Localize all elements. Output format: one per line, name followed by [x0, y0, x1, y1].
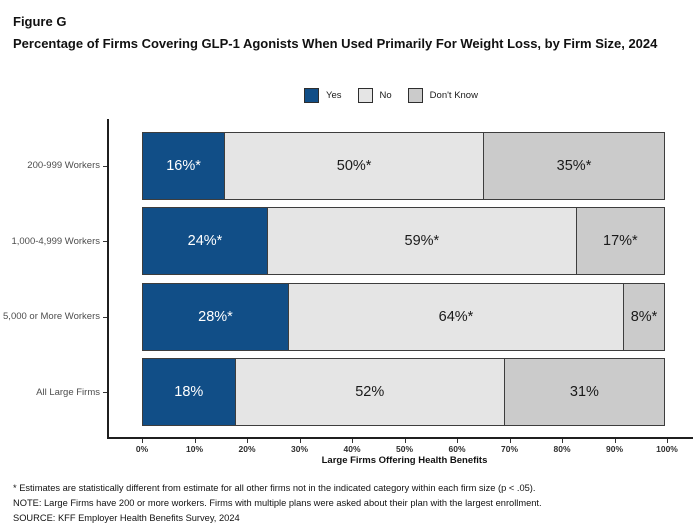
y-axis-tick — [103, 241, 107, 243]
category-label: 5,000 or More Workers — [3, 311, 100, 322]
x-axis-tick — [142, 438, 144, 443]
bar-segment-yes: 18% — [142, 358, 236, 426]
x-tick-label: 90% — [605, 444, 623, 454]
category-label: 1,000-4,999 Workers — [11, 235, 100, 247]
legend-item-0: Yes — [304, 87, 342, 103]
legend-swatch-icon — [304, 87, 320, 103]
x-tick-label: 30% — [290, 444, 308, 454]
bar-row: 24%* 59%* 17%* — [142, 207, 667, 275]
bar-row: 18% 52% 31% — [142, 358, 667, 426]
bar-segment-don-t-know: 35%* — [483, 131, 665, 200]
bar-segment-don-t-know: 31% — [503, 358, 665, 426]
bar-segment-no: 59%* — [267, 207, 577, 275]
bar-segment-no: 52% — [234, 358, 505, 426]
y-axis-line — [107, 119, 109, 437]
legend-label: Don't Know — [429, 89, 478, 101]
y-axis-tick — [103, 316, 107, 318]
legend-swatch-icon — [407, 87, 423, 103]
chart-title: Percentage of Firms Covering GLP-1 Agoni… — [13, 36, 658, 51]
x-tick-label: 0% — [135, 444, 149, 454]
x-tick-label: 50% — [395, 444, 413, 454]
footnote-asterisk: * Estimates are statistically different … — [13, 483, 536, 493]
x-tick-label: 60% — [448, 444, 466, 454]
x-tick-label: 70% — [500, 444, 518, 454]
legend-label: No — [379, 89, 392, 101]
x-axis-tick — [299, 438, 301, 443]
bar-row: 16%* 50%* 35%* — [142, 131, 667, 200]
x-axis-tick — [457, 438, 459, 443]
legend: Yes No Don't Know — [108, 86, 674, 104]
x-tick-label: 10% — [185, 444, 203, 454]
footnote-note: NOTE: Large Firms have 200 or more worke… — [13, 498, 542, 508]
bar-row: 28%* 64%* 8%* — [142, 282, 667, 351]
x-axis-tick — [509, 438, 511, 443]
x-tick-label: 20% — [238, 444, 256, 454]
legend-swatch-icon — [357, 87, 373, 103]
y-axis-tick — [103, 392, 107, 394]
bar-segment-no: 50%* — [224, 131, 485, 200]
bar-segment-no: 64%* — [288, 282, 624, 351]
bar-segment-yes: 16%* — [142, 131, 226, 200]
legend-item-2: Don't Know — [407, 87, 478, 103]
legend-label: Yes — [326, 89, 342, 101]
x-axis-tick — [194, 438, 196, 443]
figure-label: Figure G — [13, 14, 67, 29]
bar-segment-yes: 24%* — [142, 207, 268, 275]
x-axis-tick — [352, 438, 354, 443]
bar-segment-don-t-know: 8%* — [623, 282, 665, 351]
bar-segment-yes: 28%* — [142, 282, 289, 351]
category-label: 200-999 Workers — [27, 160, 100, 171]
x-tick-label: 40% — [343, 444, 361, 454]
x-axis-title: Large Firms Offering Health Benefits — [321, 455, 488, 466]
x-tick-label: 100% — [656, 444, 678, 454]
x-axis-tick — [404, 438, 406, 443]
bar-segment-don-t-know: 17%* — [575, 207, 665, 275]
legend-item-1: No — [357, 87, 392, 103]
footnote-source: SOURCE: KFF Employer Health Benefits Sur… — [13, 513, 240, 523]
x-tick-label: 80% — [553, 444, 571, 454]
category-label: All Large Firms — [36, 386, 100, 398]
x-axis-line — [107, 437, 693, 439]
x-axis-tick — [562, 438, 564, 443]
x-axis-tick — [247, 438, 249, 443]
y-axis-tick — [103, 165, 107, 167]
x-axis-tick — [667, 438, 669, 443]
x-axis-tick — [614, 438, 616, 443]
footnotes: * Estimates are statistically different … — [13, 481, 689, 526]
